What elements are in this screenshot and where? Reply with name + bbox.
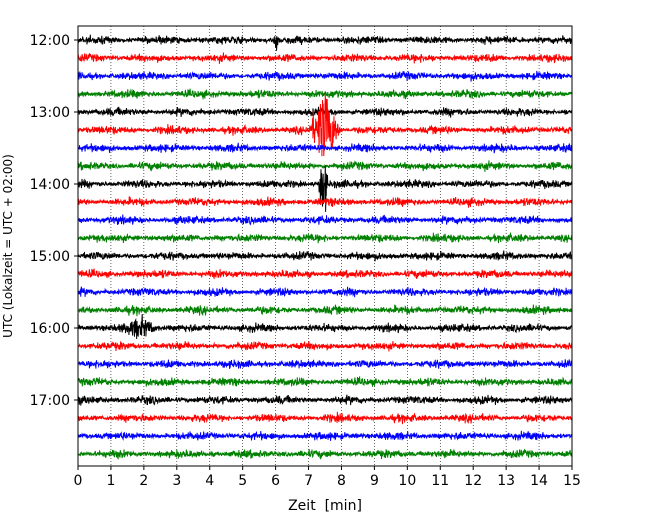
trace-1400 xyxy=(77,165,573,212)
trace-1500 xyxy=(77,250,573,262)
x-tick-label-4: 4 xyxy=(205,473,214,489)
trace-1545 xyxy=(77,304,573,317)
trace-1630 xyxy=(77,359,573,369)
trace-1700 xyxy=(77,394,573,406)
trace-1445 xyxy=(77,231,573,244)
trace-1600 xyxy=(77,314,573,339)
trace-1330 xyxy=(77,142,573,154)
x-tick-label-8: 8 xyxy=(337,473,346,489)
trace-1745 xyxy=(77,448,573,460)
y-tick-label-1500: 15:00 xyxy=(30,249,70,265)
trace-1415 xyxy=(77,196,573,208)
x-tick-label-10: 10 xyxy=(398,473,416,489)
trace-1715 xyxy=(77,411,573,425)
y-axis-label: UTC (Lokalzeit = UTC + 02:00) xyxy=(1,154,15,338)
x-tick-label-12: 12 xyxy=(464,473,482,489)
x-tick-label-13: 13 xyxy=(497,473,515,489)
x-tick-label-0: 0 xyxy=(74,473,83,489)
x-tick-label-2: 2 xyxy=(139,473,148,489)
plot-frame xyxy=(77,25,573,467)
x-tick-label-6: 6 xyxy=(271,473,280,489)
y-tick-label-1200: 12:00 xyxy=(30,33,70,49)
x-tick-label-1: 1 xyxy=(106,473,115,489)
x-tick-label-5: 5 xyxy=(238,473,247,489)
x-tick-label-11: 11 xyxy=(431,473,449,489)
y-axis-ticks: 12:00 13:00 14:00 15:00 16:00 17:00 xyxy=(30,33,78,409)
trace-1645 xyxy=(77,376,573,387)
y-tick-label-1700: 17:00 xyxy=(30,393,70,409)
trace-1215 xyxy=(77,52,573,64)
x-tick-label-9: 9 xyxy=(370,473,379,489)
trace-1200 xyxy=(77,34,573,51)
seismic-traces xyxy=(77,34,573,460)
trace-1315 xyxy=(77,93,573,157)
y-tick-label-1300: 13:00 xyxy=(30,105,70,121)
x-axis-label: Zeit [min] xyxy=(288,498,362,514)
x-tick-label-15: 15 xyxy=(563,473,581,489)
trace-1230 xyxy=(77,70,573,82)
trace-1245 xyxy=(77,88,573,100)
x-tick-label-14: 14 xyxy=(530,473,548,489)
grid-lines xyxy=(110,26,540,466)
x-tick-label-7: 7 xyxy=(304,473,313,489)
x-tick-label-3: 3 xyxy=(172,473,181,489)
trace-1730 xyxy=(77,430,573,441)
trace-1515 xyxy=(77,268,573,280)
y-tick-label-1600: 16:00 xyxy=(30,321,70,337)
x-axis-ticks: 0 1 2 3 4 5 6 7 8 9 10 11 12 13 14 15 xyxy=(74,466,581,489)
y-tick-label-1400: 14:00 xyxy=(30,177,70,193)
trace-1615 xyxy=(77,340,573,352)
trace-1430 xyxy=(77,214,573,226)
trace-1530 xyxy=(77,286,573,298)
